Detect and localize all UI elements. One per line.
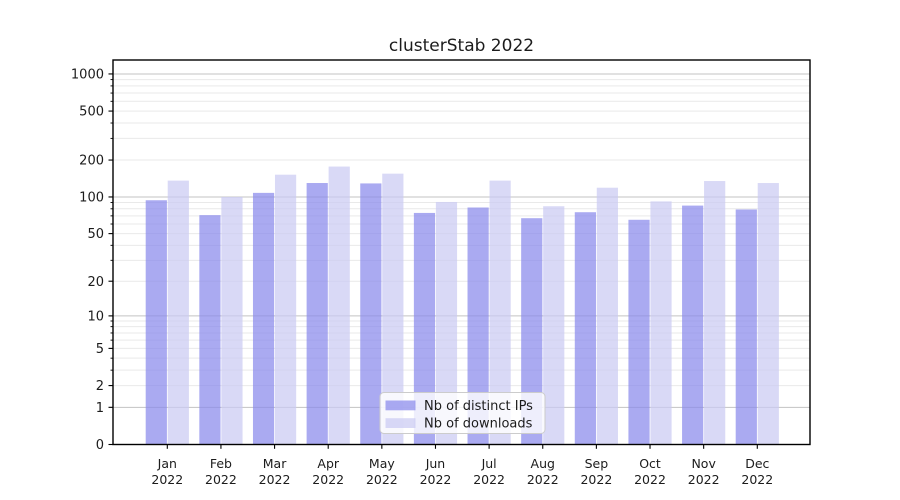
y-tick-label: 2 bbox=[96, 379, 104, 394]
x-tick-label: Jul 2022 bbox=[473, 456, 505, 487]
x-tick-label: Aug 2022 bbox=[527, 456, 559, 487]
y-tick-label: 20 bbox=[87, 275, 104, 290]
bar-downloads-mar bbox=[274, 174, 297, 445]
legend-swatch-downloads bbox=[385, 418, 416, 428]
bar-downloads-oct bbox=[650, 201, 672, 445]
bar-downloads-jul bbox=[489, 180, 511, 445]
x-tick-label: Feb 2022 bbox=[205, 456, 237, 487]
chart-title: clusterStab 2022 bbox=[389, 36, 534, 56]
bar-distinct-ips-mar bbox=[252, 192, 275, 445]
bar-downloads-aug bbox=[543, 206, 565, 445]
bar-distinct-ips-oct bbox=[628, 219, 650, 445]
bar-distinct-ips-aug bbox=[521, 218, 543, 445]
y-tick-label: 5 bbox=[96, 342, 104, 357]
y-tick-label: 500 bbox=[79, 105, 104, 120]
y-tick-label: 1000 bbox=[71, 67, 104, 82]
x-tick-label: Nov 2022 bbox=[688, 456, 720, 487]
y-tick-label: 50 bbox=[87, 227, 104, 242]
bar-distinct-ips-jul bbox=[467, 207, 489, 445]
legend-label-downloads: Nb of downloads bbox=[424, 417, 533, 432]
bar-distinct-ips-sep bbox=[574, 212, 596, 445]
bar-distinct-ips-nov bbox=[682, 205, 704, 445]
x-tick-label: Mar 2022 bbox=[259, 456, 291, 487]
bar-downloads-may bbox=[382, 173, 404, 445]
bar-distinct-ips-apr bbox=[306, 183, 328, 445]
bars bbox=[145, 166, 779, 445]
legend-label-distinct-ips: Nb of distinct IPs bbox=[424, 399, 533, 414]
y-tick-label: 0 bbox=[96, 438, 104, 453]
axis-ticks-and-labels: 0 1 2 5 10 20 50 100 200 500 1000 Jan 2022 Feb 2022 Mar… bbox=[71, 67, 773, 487]
bar-distinct-ips-dec bbox=[735, 209, 757, 445]
bar-downloads-jun bbox=[435, 201, 458, 445]
legend-swatch-distinct-ips bbox=[385, 400, 416, 411]
bar-distinct-ips-jan bbox=[145, 200, 167, 445]
bar-downloads-sep bbox=[596, 187, 618, 445]
bar-downloads-nov bbox=[704, 181, 726, 445]
x-tick-label: Sep 2022 bbox=[580, 456, 612, 487]
y-tick-label: 100 bbox=[79, 191, 104, 206]
x-tick-label: Jun 2022 bbox=[420, 456, 452, 487]
bar-downloads-feb bbox=[221, 196, 243, 445]
y-tick-label: 10 bbox=[87, 309, 104, 324]
bar-downloads-dec bbox=[757, 183, 779, 445]
bar-downloads-apr bbox=[328, 166, 350, 445]
bar-distinct-ips-jun bbox=[413, 212, 436, 445]
x-tick-label: May 2022 bbox=[366, 456, 398, 487]
x-tick-label: Apr 2022 bbox=[312, 456, 344, 487]
plot-frame bbox=[112, 59, 811, 446]
x-tick-label: Jan 2022 bbox=[151, 456, 183, 487]
x-tick-label: Oct 2022 bbox=[634, 456, 666, 487]
legend: Nb of distinct IPs Nb of downloads bbox=[379, 392, 546, 434]
y-tick-label: 1 bbox=[96, 401, 104, 416]
x-tick-label: Dec 2022 bbox=[741, 456, 773, 487]
bar-distinct-ips-feb bbox=[199, 215, 221, 445]
bar-distinct-ips-may bbox=[360, 183, 382, 445]
y-tick-label: 200 bbox=[79, 154, 104, 169]
bar-downloads-jan bbox=[167, 180, 189, 445]
legend-box bbox=[379, 392, 546, 434]
